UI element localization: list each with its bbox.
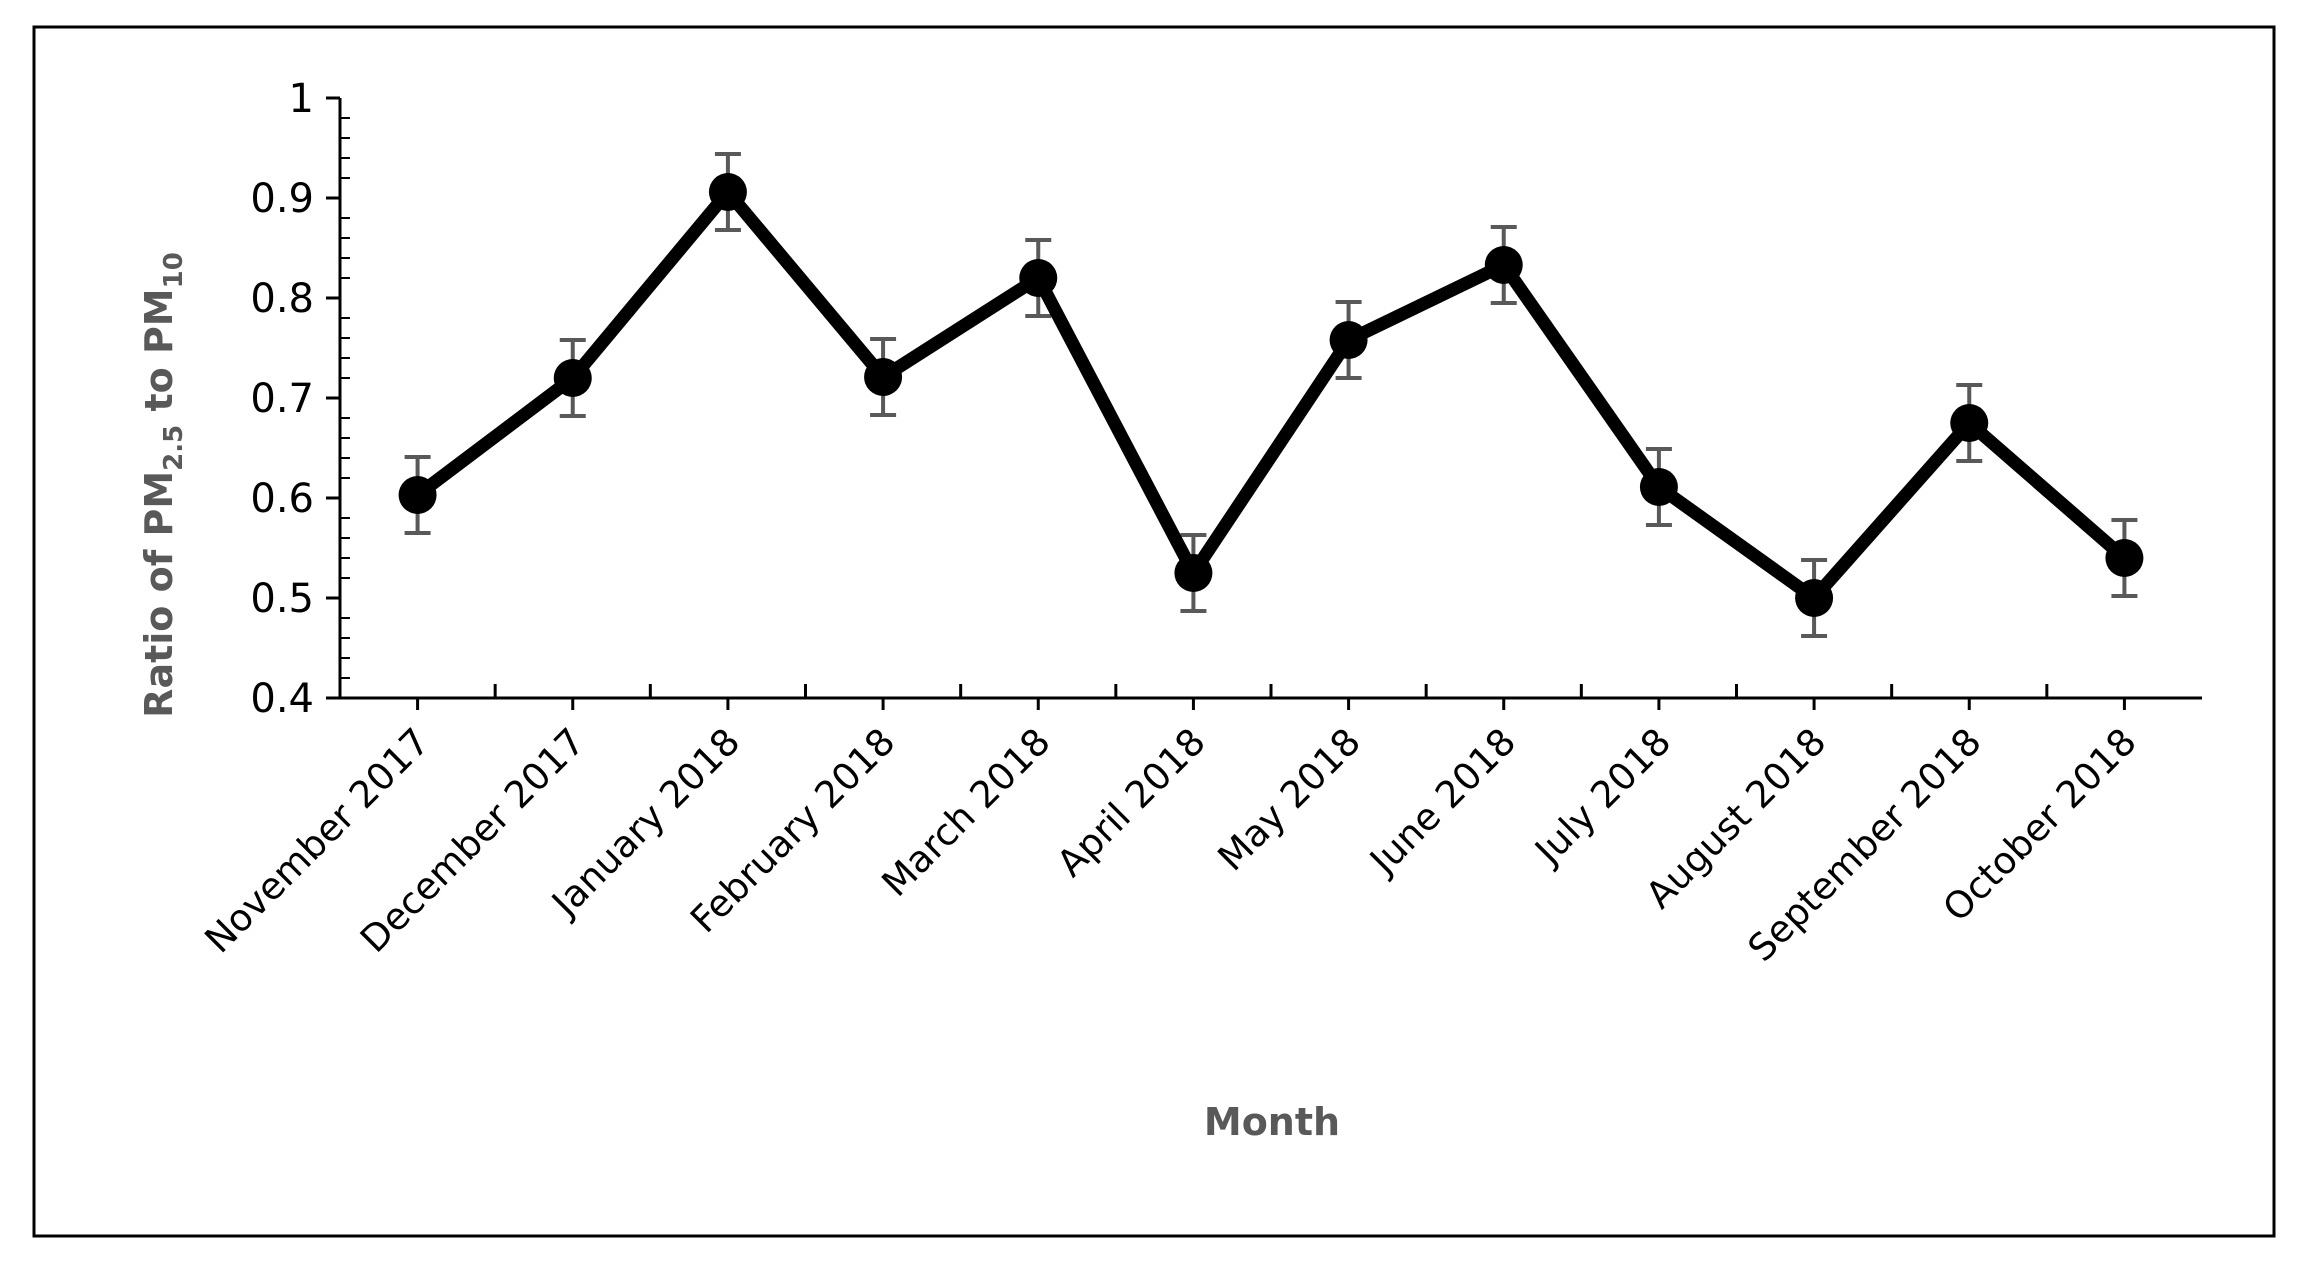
y-tick-label: 0.4 — [250, 676, 314, 722]
data-point — [864, 358, 903, 396]
y-tick-label: 0.7 — [250, 376, 314, 422]
markers — [398, 173, 2144, 617]
y-tick-label: 0.9 — [250, 176, 314, 222]
data-point — [1329, 321, 1368, 359]
y-axis-title: Ratio of PM2.5 to PM10 — [137, 252, 189, 718]
series-line — [411, 181, 2131, 607]
data-point — [708, 173, 747, 211]
y-tick-label: 0.8 — [250, 276, 314, 322]
data-point — [2105, 539, 2144, 577]
data-point — [398, 476, 437, 514]
y-axis-title-subscript-2: 10 — [159, 252, 189, 288]
y-axis-title-subscript-1: 2.5 — [159, 425, 189, 471]
chart-frame — [32, 25, 2276, 1238]
x-axis-title: Month — [1204, 1100, 1340, 1144]
data-point — [1484, 246, 1523, 284]
y-tick-label: 0.5 — [250, 576, 314, 622]
data-point — [553, 359, 592, 397]
y-tick-label: 0.6 — [250, 476, 314, 522]
y-tick-labels: 0.4 0.5 0.6 0.7 0.8 0.9 1 — [250, 76, 314, 722]
y-axis-title-prefix: Ratio of PM — [137, 471, 181, 718]
y-axis-title-middle: to PM — [137, 288, 181, 424]
data-point — [1950, 404, 1989, 442]
data-point — [1019, 259, 1058, 297]
data-point — [1174, 554, 1213, 592]
axes — [326, 96, 2202, 710]
series-line-group — [411, 181, 2131, 607]
data-point — [1639, 468, 1678, 506]
y-tick-label: 1 — [289, 76, 314, 122]
data-point — [1795, 579, 1834, 617]
